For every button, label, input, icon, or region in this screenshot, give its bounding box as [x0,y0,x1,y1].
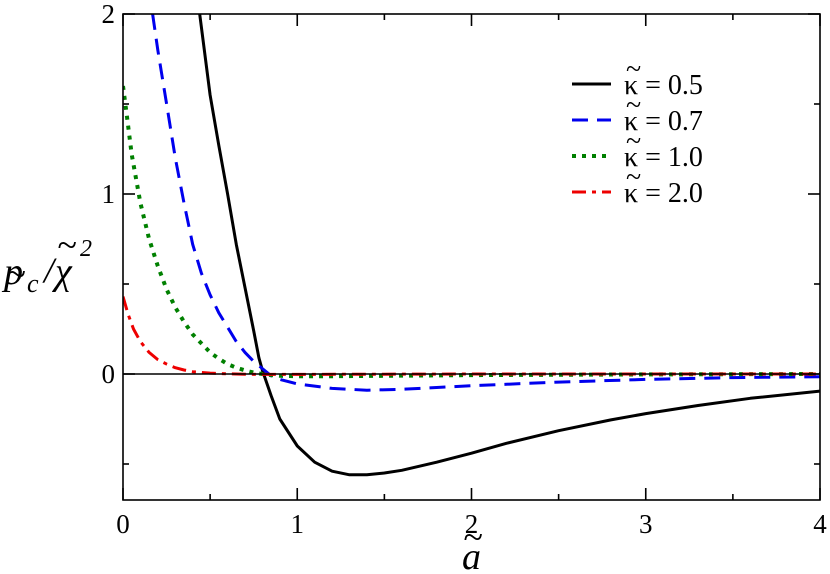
y-tick-label: 2 [102,0,116,29]
legend-entry: κ = 0.7 [624,106,703,137]
x-axis-title: ~ a [462,517,482,574]
x-title-tilde: ~ [463,517,482,557]
x-tick-label: 4 [813,509,827,539]
plot-frame [122,13,821,501]
y-title-exponent: 2 [80,236,92,262]
y-axis-title: ~ p c / ~ χ 2 [1,225,92,298]
series-line-0 [198,14,820,477]
x-tick-label: 1 [291,509,305,539]
legend-tilde: ~ [626,54,641,85]
axis-ticks: 0 1 2 3 4 0 1 2 [102,0,828,539]
series-lines [123,14,820,477]
legend-entry: κ = 1.0 [624,142,703,173]
y-title-subscript: c [27,269,39,298]
series-line-2 [123,85,820,379]
y-title-numerator: p [1,251,23,293]
y-tick-label: 1 [102,179,116,209]
y-title-slash: / [42,250,57,290]
x-tick-label: 3 [639,509,653,539]
legend-entry: κ = 2.0 [624,178,703,209]
legend-tilde: ~ [626,126,641,157]
y-title-tilde-p: ~ [6,254,25,294]
y-title-tilde-chi: ~ [57,225,76,265]
x-title-symbol: a [462,536,481,574]
series-line-3 [123,296,820,376]
legend: ~κ = 0.5~κ = 0.7~κ = 1.0~κ = 2.0 [572,54,703,209]
y-title-denominator: χ [51,251,73,293]
x-tick-label: 2 [465,509,479,539]
legend-tilde: ~ [626,162,641,193]
legend-tilde: ~ [626,90,641,121]
series-line-1 [151,14,820,392]
x-tick-label: 0 [116,509,130,539]
y-tick-label: 0 [102,359,116,389]
legend-entry: κ = 0.5 [624,70,703,101]
